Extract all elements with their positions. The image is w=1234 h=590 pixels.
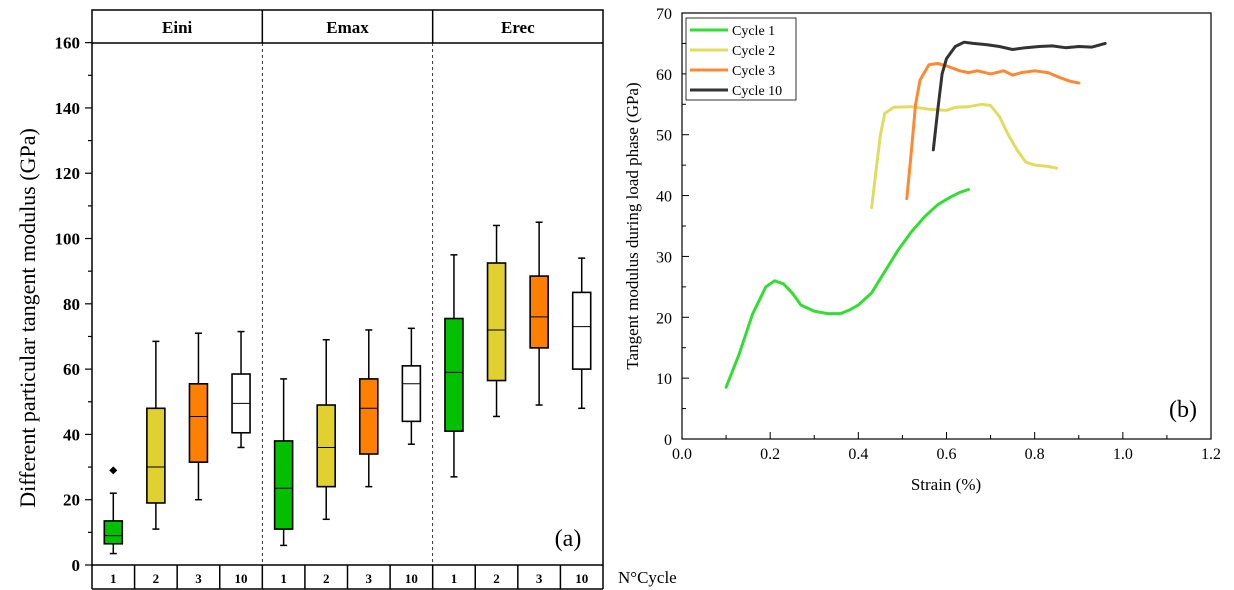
cycle-tick-label: 10 [235,571,248,586]
series-line-cycle-2 [870,102,1059,210]
legend-label: Cycle 1 [732,24,775,39]
x-axis-label: Strain (%) [911,475,981,494]
legend: Cycle 1 Cycle 2 Cycle 3 Cycle 10 [685,17,797,101]
cycle-tick-label: 10 [575,571,588,586]
box-iqr [529,275,549,349]
y-tick-label: 20 [63,491,80,510]
cycle-tick-label: 2 [493,571,500,586]
y-tick-label: 10 [656,371,672,388]
y-tick-label: 0 [72,556,81,575]
panel-label-b: (b) [1169,397,1197,423]
x-tick-label: 0.6 [937,446,957,463]
box-iqr [358,378,379,455]
cycle-tick-label: 1 [280,571,287,586]
y-tick-label: 0 [664,432,672,449]
legend-label: Cycle 3 [732,64,775,79]
box-iqr [188,383,209,463]
cycle-tick-label: 3 [366,571,373,586]
box-iqr [146,407,166,504]
y-tick-label: 60 [63,360,80,379]
box-erec-cycle-1 [444,254,464,478]
box-emax-cycle-3 [358,329,379,488]
box-eini-cycle-10 [231,330,251,449]
box-erec-cycle-3 [529,221,549,406]
y-tick-label: 100 [55,230,81,249]
x-axis-label: N°Cycle [618,568,677,587]
legend-label: Cycle 10 [732,84,782,99]
box-emax-cycle-10 [401,327,422,445]
y-axis-label: Different particular tangent modulus (GP… [15,128,40,508]
x-tick-label: 0.2 [760,446,780,463]
legend-box [685,17,797,101]
y-tick-label: 140 [55,99,81,118]
box-erec-cycle-10 [571,257,592,410]
legend-label: Cycle 2 [732,44,775,59]
group-label-emax: Emax [326,18,369,37]
x-tick-label: 1.0 [1113,446,1133,463]
y-tick-label: 50 [656,128,672,145]
box-emax-cycle-2 [316,338,337,521]
series-line-cycle-10 [931,40,1107,152]
cycle-tick-label: 1 [110,571,117,586]
series-line-cycle-1 [724,188,970,389]
box-eini-cycle-2 [146,340,166,530]
cycle-tick-label: 2 [153,571,160,586]
box-erec-cycle-2 [486,224,507,418]
x-tick-label: 0.8 [1025,446,1045,463]
y-tick-label: 30 [656,249,672,266]
box-eini-cycle-3 [188,332,209,501]
y-tick-label: 40 [656,189,672,206]
series-line-cycle-3 [905,62,1081,201]
y-tick-label: 160 [55,34,81,53]
y-tick-label: 20 [656,310,672,327]
cycle-tick-label: 1 [451,571,458,586]
x-tick-label: 0.0 [672,446,692,463]
box-eini-cycle-1 [103,466,124,555]
box-plot-panel: Eini Emax Erec 1 2 3 10 1 2 3 10 1 2 3 10 0 20 40 60 80 10… [15,9,677,590]
cycle-tick-label: 10 [405,571,418,586]
x-tick-label: 0.4 [848,446,868,463]
box-plot-frame [91,9,604,566]
group-label-erec: Erec [501,18,535,37]
box-iqr [103,520,124,545]
box-iqr [486,262,507,382]
y-tick-label: 70 [656,6,672,23]
y-tick-label: 80 [63,295,80,314]
line-chart-panel: 0.0 0.2 0.4 0.6 0.8 1.0 1.2 0 10 20 30 40 50 60 70 Cyc… [623,6,1221,494]
box-emax-cycle-1 [273,378,294,547]
y-tick-label: 120 [55,164,81,183]
y-tick-label: 60 [656,67,672,84]
box-iqr [401,365,422,423]
cycle-tick-label: 3 [195,571,202,586]
panel-label-a: (a) [555,526,582,552]
cycle-tick-label: 3 [536,571,543,586]
box-iqr [273,440,294,530]
cycle-tick-label: 2 [323,571,330,586]
y-tick-label: 40 [63,425,80,444]
group-label-eini: Eini [162,18,193,37]
box-iqr [316,404,337,488]
y-axis-label: Tangent modulus during load phase (GPa) [623,82,642,369]
box-iqr [444,317,464,432]
outlier-point [109,466,118,475]
x-tick-label: 1.2 [1201,446,1221,463]
box-iqr [571,291,592,370]
